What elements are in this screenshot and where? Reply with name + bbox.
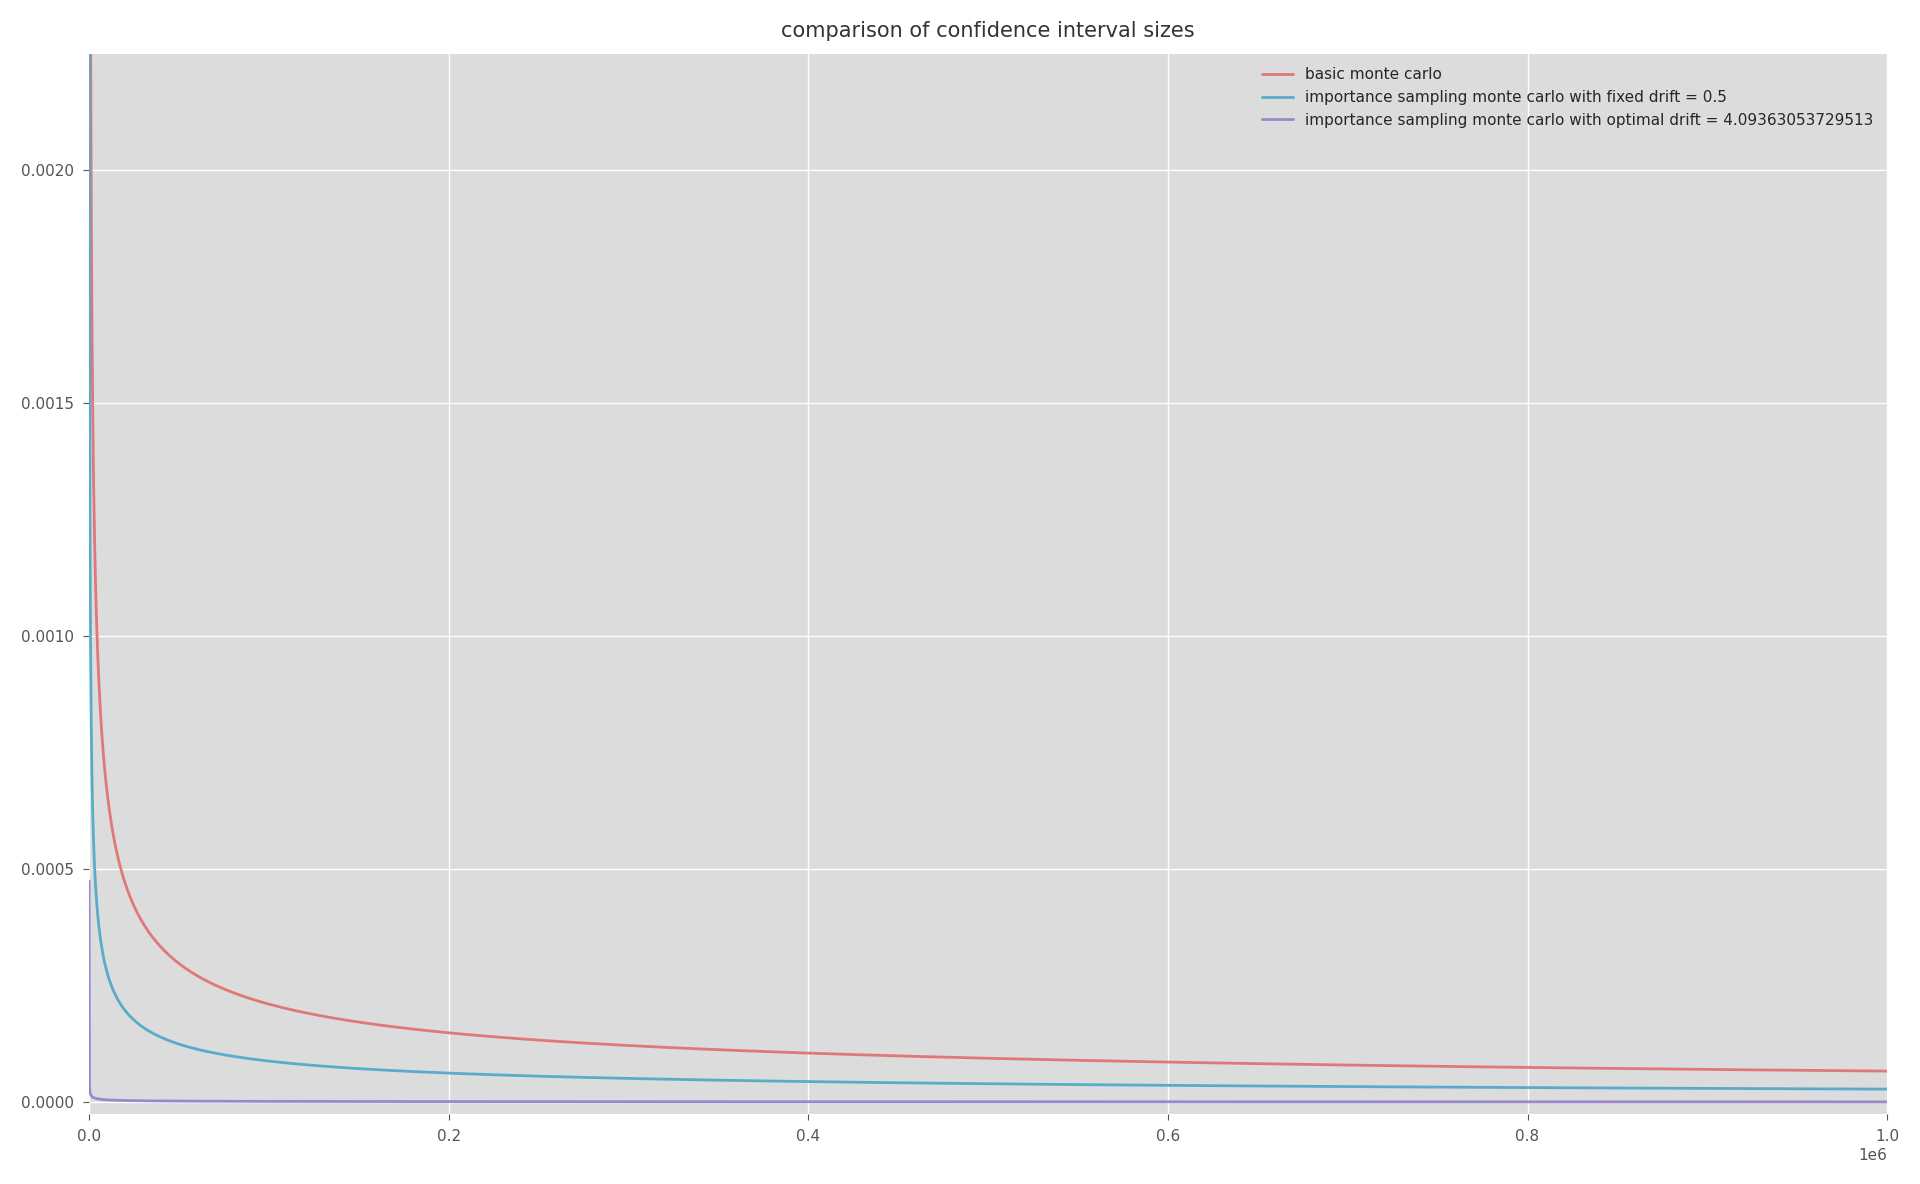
Line: importance sampling monte carlo with fixed drift = 0.5: importance sampling monte carlo with fix… [88, 0, 1887, 1089]
importance sampling monte carlo with optimal drift = 4.09363053729513 [1156, 1095, 1179, 1109]
importance sampling monte carlo with fixed drift = 0.5 [405, 1064, 428, 1079]
importance sampling monte carlo with optimal drift = 4.09363053729513 [1555, 1095, 1578, 1109]
importance sampling monte carlo with fixed drift = 0.5 [1419, 1080, 1442, 1094]
importance sampling monte carlo with fixed drift = 0.5 [1246, 1079, 1269, 1093]
Title: comparison of confidence interval sizes: comparison of confidence interval sizes [781, 21, 1194, 40]
Line: importance sampling monte carlo with optimal drift = 4.09363053729513: importance sampling monte carlo with opt… [88, 881, 1887, 1102]
basic monte carlo [1555, 1061, 1578, 1075]
importance sampling monte carlo with fixed drift = 0.5 [764, 1074, 787, 1088]
importance sampling monte carlo with optimal drift = 4.09363053729513 [1419, 1095, 1442, 1109]
basic monte carlo [764, 1044, 787, 1058]
importance sampling monte carlo with optimal drift = 4.09363053729513 [1876, 1095, 1899, 1109]
importance sampling monte carlo with optimal drift = 4.09363053729513 [1246, 1095, 1269, 1109]
basic monte carlo [405, 1022, 428, 1036]
Legend: basic monte carlo, importance sampling monte carlo with fixed drift = 0.5, impor: basic monte carlo, importance sampling m… [1256, 62, 1880, 134]
basic monte carlo [1246, 1056, 1269, 1070]
importance sampling monte carlo with optimal drift = 4.09363053729513 [405, 1094, 428, 1108]
importance sampling monte carlo with optimal drift = 4.09363053729513 [77, 874, 100, 888]
importance sampling monte carlo with fixed drift = 0.5 [1876, 1082, 1899, 1096]
basic monte carlo [1156, 1055, 1179, 1069]
basic monte carlo [1876, 1064, 1899, 1079]
importance sampling monte carlo with optimal drift = 4.09363053729513 [764, 1095, 787, 1109]
Line: basic monte carlo: basic monte carlo [88, 0, 1887, 1072]
importance sampling monte carlo with fixed drift = 0.5 [1156, 1079, 1179, 1093]
basic monte carlo [1419, 1060, 1442, 1074]
importance sampling monte carlo with fixed drift = 0.5 [1555, 1081, 1578, 1095]
